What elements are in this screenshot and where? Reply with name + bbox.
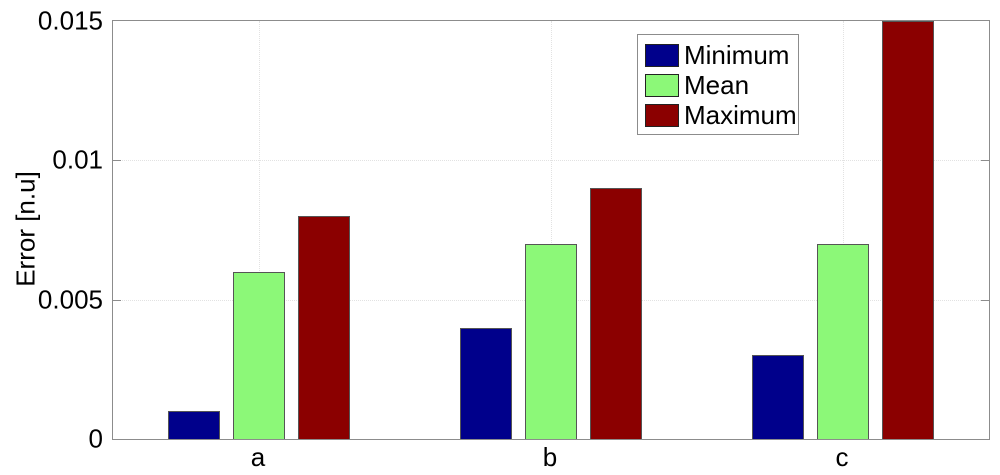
vertical-gridline xyxy=(259,21,260,439)
x-tick-label-b: b xyxy=(542,442,558,472)
legend-label-maximum: Maximum xyxy=(684,99,797,130)
x-tick-label-c: c xyxy=(835,442,849,472)
y-axis-title: Error [n.u] xyxy=(10,171,41,287)
bar-a-mean xyxy=(233,272,285,439)
vertical-gridline xyxy=(551,21,552,439)
legend-row-maximum: Maximum xyxy=(645,100,798,130)
legend-label-mean: Mean xyxy=(684,69,750,100)
bar-c-maximum xyxy=(882,21,934,439)
vertical-gridline xyxy=(843,21,844,439)
legend: Minimum Mean Maximum xyxy=(637,34,799,135)
bar-c-minimum xyxy=(752,355,804,439)
bar-a-maximum xyxy=(298,216,350,439)
legend-label-minimum: Minimum xyxy=(684,39,790,70)
bar-b-minimum xyxy=(460,328,512,439)
x-tick-label-a: a xyxy=(250,442,266,472)
legend-swatch-maximum xyxy=(645,103,679,127)
plot-area xyxy=(112,20,990,440)
legend-row-minimum: Minimum xyxy=(645,40,798,70)
y-tick-label: 0.005 xyxy=(37,284,103,315)
bar-b-maximum xyxy=(590,188,642,439)
bar-a-minimum xyxy=(168,411,220,439)
y-tick-mark xyxy=(113,299,121,301)
y-tick-label: 0.015 xyxy=(37,5,103,36)
y-tick-mark xyxy=(981,299,989,301)
legend-swatch-mean xyxy=(645,73,679,97)
y-tick-mark xyxy=(981,160,989,162)
y-tick-mark xyxy=(113,160,121,162)
bar-c-mean xyxy=(817,244,869,439)
bar-b-mean xyxy=(525,244,577,439)
y-tick-label: 0 xyxy=(88,423,103,454)
legend-row-mean: Mean xyxy=(645,70,798,100)
legend-swatch-minimum xyxy=(645,43,679,67)
y-tick-label: 0.01 xyxy=(52,144,103,175)
